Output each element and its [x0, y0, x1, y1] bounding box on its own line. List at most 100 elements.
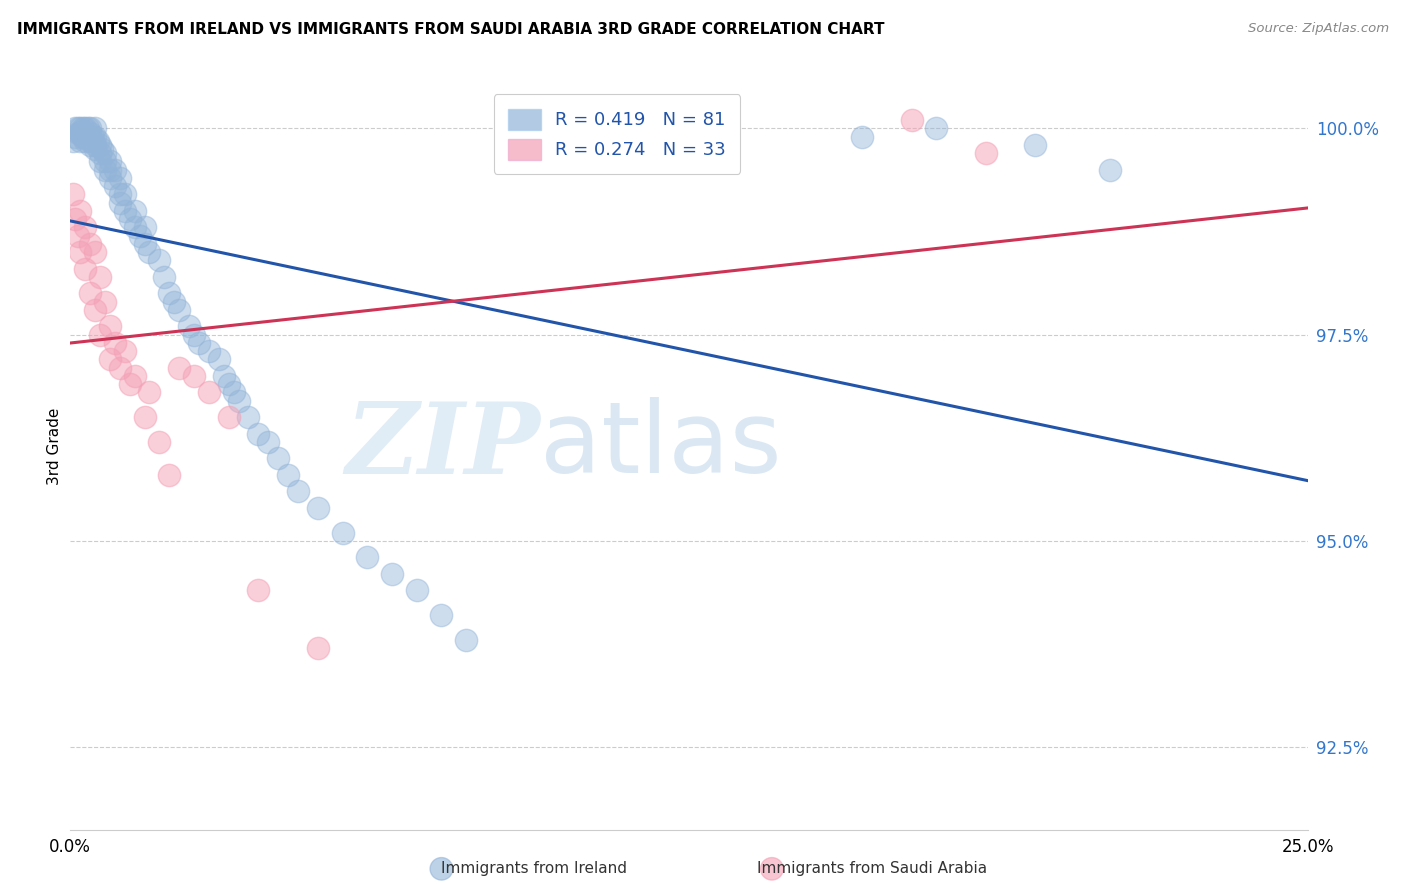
Point	[163, 294, 186, 309]
Point	[89, 327, 111, 342]
Point	[177, 319, 200, 334]
Point	[69, 121, 91, 136]
Point	[138, 385, 160, 400]
Point	[1024, 137, 1046, 152]
Point	[65, 129, 87, 144]
Text: Source: ZipAtlas.com: Source: ZipAtlas.com	[1249, 22, 1389, 36]
Point	[62, 134, 84, 148]
Point	[167, 360, 190, 375]
Point	[94, 154, 117, 169]
Point	[134, 410, 156, 425]
Text: Immigrants from Saudi Arabia: Immigrants from Saudi Arabia	[756, 861, 987, 876]
Point	[222, 385, 245, 400]
Point	[79, 121, 101, 136]
Point	[134, 236, 156, 251]
Point	[75, 121, 97, 136]
Point	[76, 129, 98, 144]
Point	[75, 129, 97, 144]
Point	[124, 203, 146, 218]
Point	[89, 154, 111, 169]
Point	[89, 269, 111, 284]
Point	[1098, 162, 1121, 177]
Point	[257, 434, 280, 449]
Point	[247, 426, 270, 441]
Point	[76, 121, 98, 136]
Point	[183, 327, 205, 342]
Point	[148, 434, 170, 449]
Point	[925, 121, 948, 136]
Point	[114, 187, 136, 202]
Y-axis label: 3rd Grade: 3rd Grade	[46, 408, 62, 484]
Point	[148, 253, 170, 268]
Point	[82, 129, 104, 144]
Point	[65, 121, 87, 136]
Point	[94, 162, 117, 177]
Point	[218, 410, 240, 425]
Point	[118, 212, 141, 227]
Point	[75, 220, 97, 235]
Point	[79, 286, 101, 301]
Point	[98, 170, 121, 185]
Point	[307, 641, 329, 656]
Point	[72, 121, 94, 136]
Point	[75, 134, 97, 148]
Point	[277, 467, 299, 482]
Point	[108, 195, 131, 210]
Point	[108, 360, 131, 375]
Point	[69, 126, 91, 140]
Point	[72, 129, 94, 144]
Point	[79, 126, 101, 140]
Point	[124, 220, 146, 235]
Circle shape	[761, 857, 783, 880]
Point	[267, 451, 290, 466]
Point	[198, 385, 221, 400]
Point	[851, 129, 873, 144]
Point	[124, 368, 146, 383]
Point	[79, 137, 101, 152]
Point	[79, 236, 101, 251]
Point	[157, 286, 180, 301]
Point	[98, 352, 121, 367]
Point	[118, 377, 141, 392]
Point	[69, 134, 91, 148]
Point	[287, 484, 309, 499]
Point	[238, 410, 260, 425]
Point	[98, 162, 121, 177]
Point	[69, 245, 91, 260]
Text: IMMIGRANTS FROM IRELAND VS IMMIGRANTS FROM SAUDI ARABIA 3RD GRADE CORRELATION CH: IMMIGRANTS FROM IRELAND VS IMMIGRANTS FR…	[17, 22, 884, 37]
Point	[69, 203, 91, 218]
Text: atlas: atlas	[540, 398, 782, 494]
Point	[62, 187, 84, 202]
Point	[307, 500, 329, 515]
Point	[66, 121, 89, 136]
Point	[114, 344, 136, 359]
Point	[456, 632, 478, 647]
Point	[356, 550, 378, 565]
Point	[98, 319, 121, 334]
Point	[104, 162, 127, 177]
Point	[75, 126, 97, 140]
Point	[138, 245, 160, 260]
Point	[381, 566, 404, 581]
Point	[108, 170, 131, 185]
Point	[405, 583, 427, 598]
Point	[89, 146, 111, 161]
Point	[98, 154, 121, 169]
Point	[430, 608, 453, 623]
Point	[228, 393, 250, 408]
Text: Immigrants from Ireland: Immigrants from Ireland	[441, 861, 627, 876]
Point	[104, 335, 127, 350]
Point	[84, 302, 107, 317]
Point	[84, 129, 107, 144]
Point	[84, 137, 107, 152]
Point	[167, 302, 190, 317]
Point	[84, 142, 107, 156]
Point	[94, 146, 117, 161]
Point	[84, 245, 107, 260]
Point	[114, 203, 136, 218]
Point	[108, 187, 131, 202]
Point	[66, 126, 89, 140]
Point	[218, 377, 240, 392]
Point	[75, 261, 97, 276]
Point	[332, 525, 354, 540]
